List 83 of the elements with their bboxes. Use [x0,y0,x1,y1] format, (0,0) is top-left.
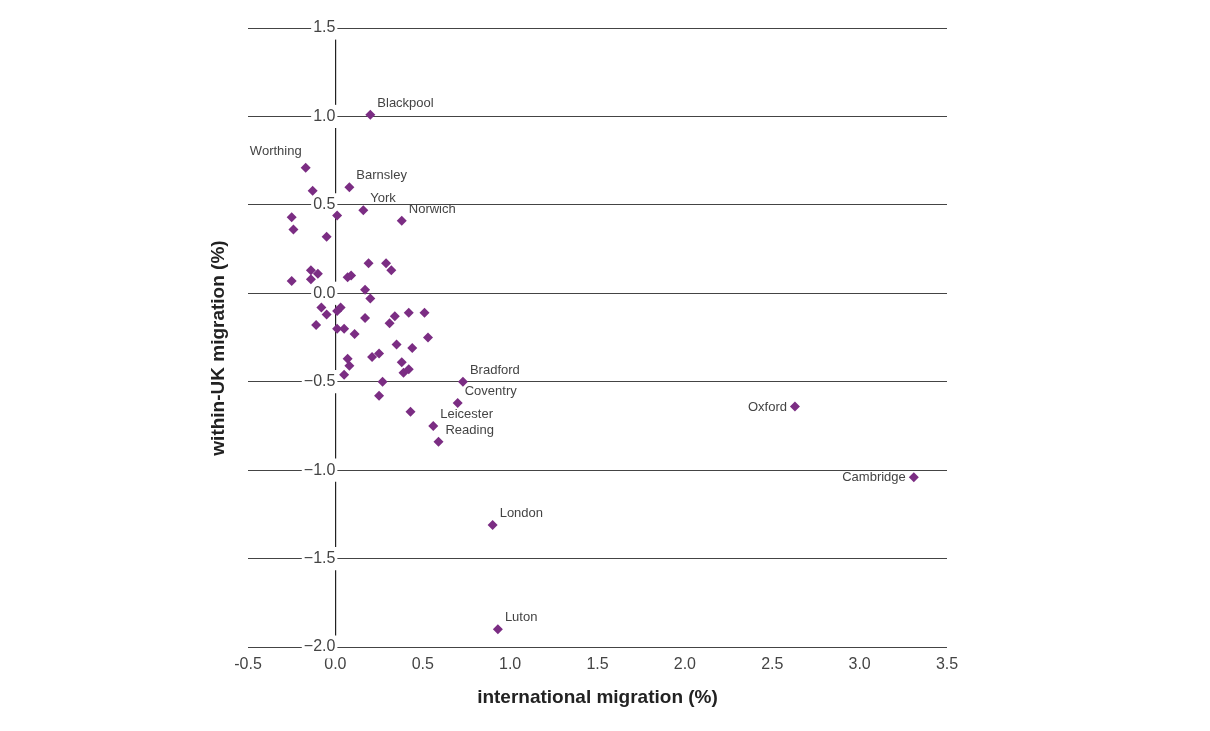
annotation: Bradford [469,361,520,377]
point [339,369,350,380]
point [403,307,414,318]
x-tick-label: 3.0 [848,655,871,673]
point [384,318,395,329]
point [305,274,316,285]
point [321,231,332,242]
point [321,309,332,320]
point [342,353,353,364]
point [288,224,299,235]
y-axis-title: within-UK migration (%) [207,240,229,456]
annotation: Barnsley [356,167,408,183]
annotation: Oxford [747,398,787,414]
point [398,367,409,378]
point [405,406,416,417]
x-tick-label: -0.5 [234,655,262,673]
point [339,323,350,334]
point [487,519,498,530]
point [391,339,402,350]
y-tick-label: 1.0 [313,106,336,124]
x-tick-label: 1.0 [499,655,522,673]
point [344,182,355,193]
point [492,624,503,635]
point [360,284,371,295]
annotation: Leicester [440,406,494,422]
annotation: Reading [445,421,494,437]
y-tick-label: −0.5 [303,372,336,390]
y-tick-label: −1.0 [303,460,336,478]
point [422,332,433,343]
annotation: Cambridge [842,469,906,485]
point [381,258,392,269]
annotation: Norwich [408,200,456,216]
point [908,472,919,483]
point [307,185,318,196]
point [300,162,311,173]
y-tick-label: 1.5 [313,18,336,36]
point [312,268,323,279]
x-tick-label: 0.5 [411,655,434,673]
point [377,376,388,387]
annotation: Coventry [464,383,518,399]
x-tick-label: 2.5 [761,655,784,673]
point [286,275,297,286]
y-tick-label: 0.5 [313,195,336,213]
point [360,313,371,324]
point [363,258,374,269]
point [428,420,439,431]
point [365,109,376,120]
point [358,205,369,216]
point [374,390,385,401]
annotation: Luton [504,609,538,625]
point [789,401,800,412]
y-tick-label: 0.0 [313,283,336,301]
point [407,343,418,354]
point [389,311,400,322]
point [396,215,407,226]
annotation: London [499,505,544,521]
annotation: Worthing [249,142,302,158]
x-tick-label: 3.5 [935,655,959,673]
point [374,348,385,359]
point [349,328,360,339]
point [365,293,376,304]
y-tick-label: −2.0 [303,637,336,655]
point [386,265,397,276]
point [344,360,355,371]
x-tick-label: 1.5 [586,655,609,673]
point [316,302,327,313]
point [403,364,414,375]
point [396,357,407,368]
annotation: Blackpool [377,94,434,110]
y-tick-label: −1.5 [303,548,336,566]
x-axis-title: international migration (%) [477,685,718,707]
point [419,307,430,318]
annotation: York [370,190,397,206]
point [305,265,316,276]
point [367,351,378,362]
point [332,210,343,221]
point [452,397,463,408]
x-tick-label: 0.0 [324,655,347,673]
point [286,212,297,223]
point [311,320,322,331]
x-tick-label: 2.0 [673,655,697,673]
point [457,376,468,387]
point [433,436,444,447]
